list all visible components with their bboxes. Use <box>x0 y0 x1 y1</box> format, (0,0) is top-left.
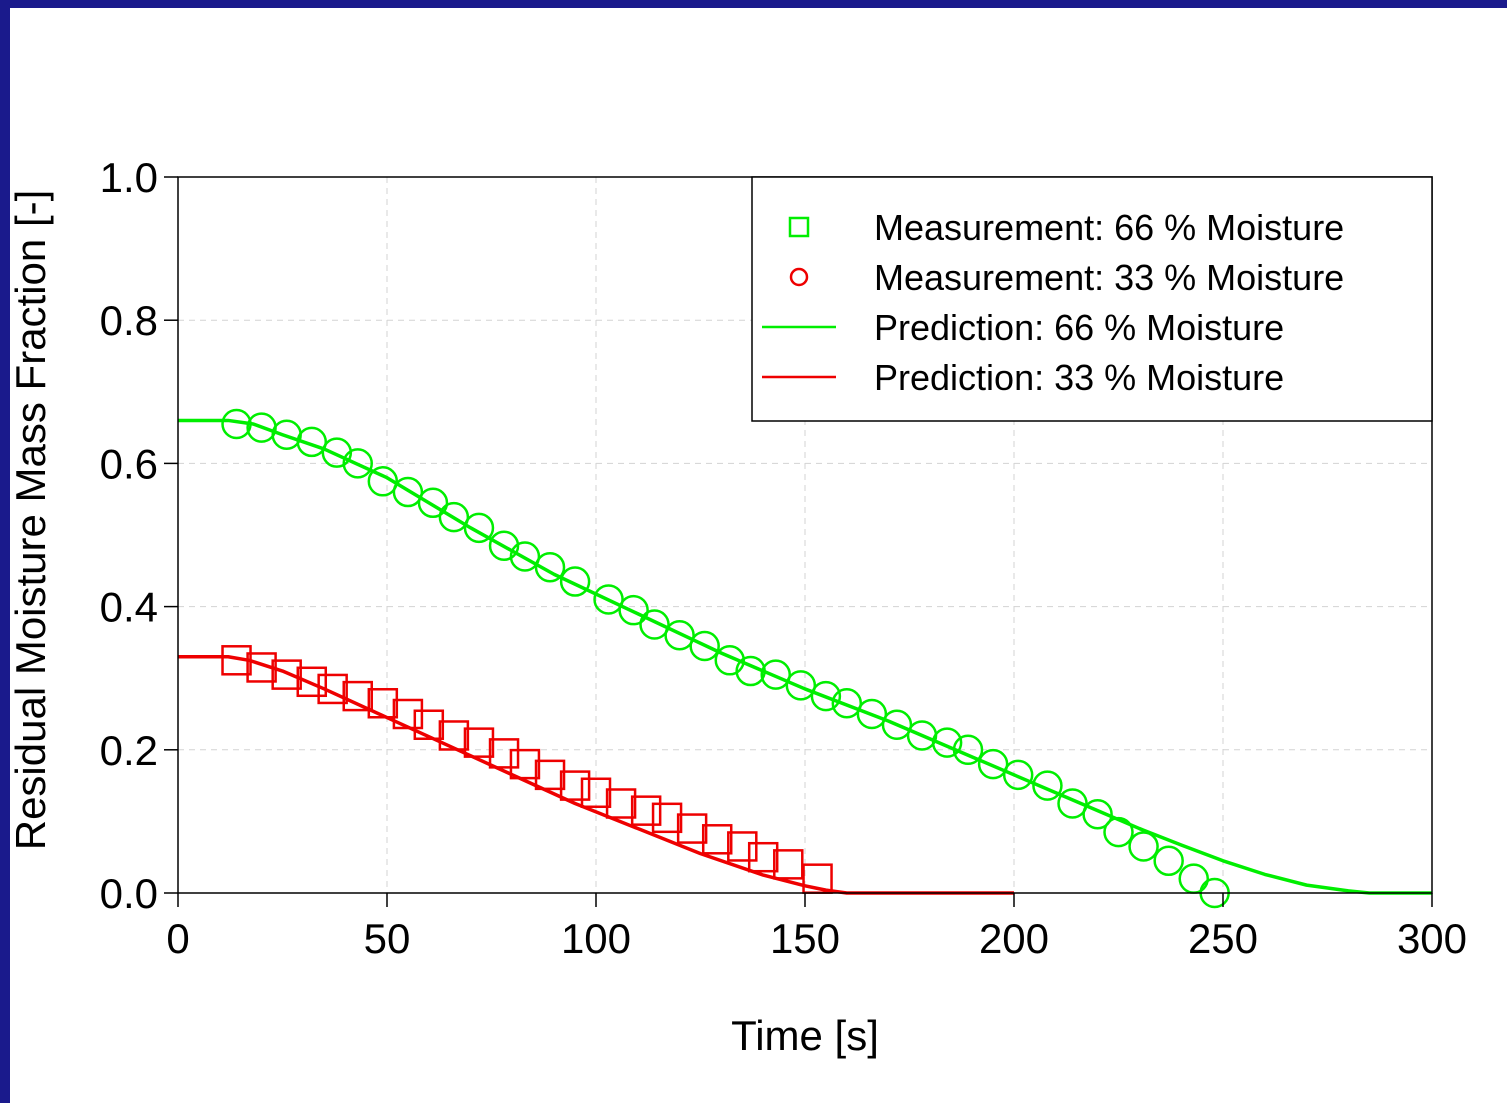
measurement-point <box>415 711 443 739</box>
series-layer <box>178 410 1432 907</box>
legend-label: Prediction: 33 % Moisture <box>874 357 1284 398</box>
measurement-point <box>465 729 493 757</box>
y-tick-label: 0.8 <box>100 297 158 344</box>
measurement-point <box>678 815 706 843</box>
measurement-point <box>653 804 681 832</box>
measurement-point <box>703 825 731 853</box>
slide-background: 0 50 100 150 200 250 300 0.0 0.2 0.4 0.6 0.8 1.0 Tim… <box>10 8 1507 1103</box>
measurement-point <box>1180 865 1208 893</box>
measurement-point <box>419 489 447 517</box>
x-tick-label: 250 <box>1188 915 1258 962</box>
y-tick-label: 0.2 <box>100 727 158 774</box>
measurement-point <box>511 750 539 778</box>
y-tick-label: 0.6 <box>100 440 158 487</box>
measurement-point <box>1105 818 1133 846</box>
legend-label: Prediction: 66 % Moisture <box>874 307 1284 348</box>
y-axis-label: Residual Moisture Mass Fraction [-] <box>10 190 54 851</box>
measurement-point <box>323 439 351 467</box>
y-tick-label: 1.0 <box>100 154 158 201</box>
y-tick-label: 0.4 <box>100 584 158 631</box>
x-tick-label: 50 <box>364 915 411 962</box>
measurement-point <box>749 843 777 871</box>
legend-label: Measurement: 33 % Moisture <box>874 257 1344 298</box>
measurement-point <box>632 797 660 825</box>
measurement-point <box>607 790 635 818</box>
legend: Measurement: 66 % Moisture Measurement: 3… <box>752 177 1432 421</box>
x-tick-label: 0 <box>166 915 189 962</box>
measurement-point <box>536 761 564 789</box>
measurement-point <box>561 772 589 800</box>
measurement-point <box>1130 832 1158 860</box>
x-tick-label: 150 <box>770 915 840 962</box>
x-axis-label: Time [s] <box>731 1012 879 1059</box>
x-tick-label: 200 <box>979 915 1049 962</box>
legend-label: Measurement: 66 % Moisture <box>874 207 1344 248</box>
prediction-line <box>178 420 1432 893</box>
measurement-point <box>774 850 802 878</box>
measurement-point <box>1155 847 1183 875</box>
measurement-point <box>490 739 518 767</box>
x-tick-label: 300 <box>1397 915 1467 962</box>
x-tick-label: 100 <box>561 915 631 962</box>
y-tick-label: 0.0 <box>100 870 158 917</box>
measurement-point <box>728 832 756 860</box>
moisture-chart: 0 50 100 150 200 250 300 0.0 0.2 0.4 0.6 0.8 1.0 Tim… <box>10 8 1507 1103</box>
